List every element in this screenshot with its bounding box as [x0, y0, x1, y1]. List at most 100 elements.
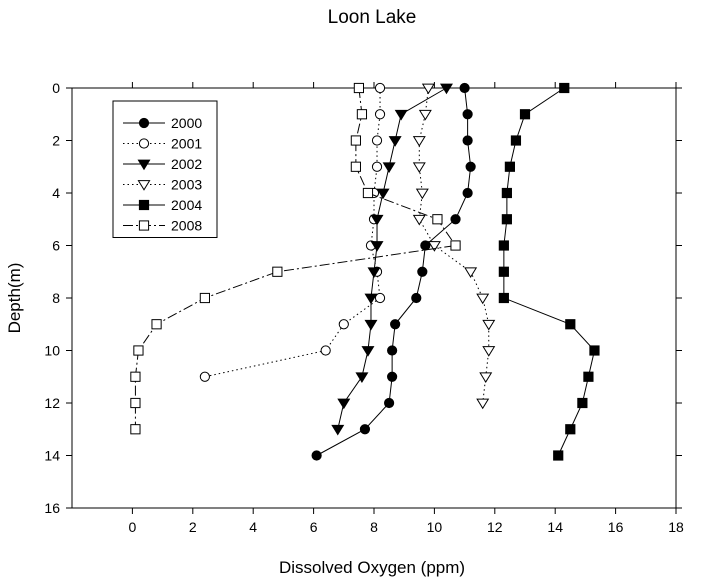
data-point-2008 [133, 345, 144, 356]
y-tick-label: 16 [44, 500, 60, 516]
y-tick-label: 6 [52, 238, 60, 254]
data-point-2008 [130, 397, 141, 409]
data-point-2008 [272, 266, 283, 277]
data-point-2003 [479, 372, 493, 384]
data-point-2003 [427, 241, 441, 252]
series-2003 [412, 83, 496, 410]
x-tick-label: 14 [547, 519, 563, 535]
data-point-2002 [376, 188, 390, 200]
x-tick-label: 8 [370, 519, 378, 535]
data-point-2008 [356, 109, 368, 120]
x-tick-label: 16 [608, 519, 624, 535]
data-point-2002 [382, 162, 396, 174]
data-point-2000 [450, 214, 461, 225]
data-point-2004 [498, 292, 509, 304]
data-point-2003 [421, 83, 435, 95]
x-tick-label: 18 [668, 519, 684, 535]
data-point-2004 [577, 397, 588, 409]
data-point-2003 [412, 136, 426, 147]
data-point-2000 [462, 135, 473, 146]
data-point-2000 [390, 319, 401, 330]
y-tick-label: 10 [44, 343, 60, 359]
data-point-2003 [415, 188, 429, 200]
data-point-2001 [374, 292, 386, 304]
data-point-2002 [337, 398, 351, 410]
series-line-2001 [204, 88, 381, 378]
data-point-2008 [353, 82, 364, 94]
data-point-2001 [371, 135, 383, 146]
data-point-2000 [359, 424, 371, 435]
data-point-2002 [355, 372, 369, 384]
data-point-2003 [482, 319, 496, 331]
data-point-2008 [130, 371, 141, 382]
data-point-2001 [374, 109, 386, 120]
data-point-2004 [519, 109, 531, 120]
y-tick-label: 2 [52, 133, 60, 149]
data-point-2000 [311, 450, 322, 461]
data-point-2001 [138, 138, 150, 149]
data-point-2004 [504, 161, 515, 172]
legend-box [112, 100, 218, 238]
axes: 0 2 4 6 8 10 12 14 16 18 0 2 4 6 8 10 12 14 16 [44, 80, 684, 535]
data-point-2002 [370, 214, 384, 226]
data-point-2004 [565, 424, 576, 435]
data-point-2008 [432, 214, 443, 225]
data-point-2003 [412, 162, 426, 174]
series-2001 [199, 82, 386, 382]
data-point-2001 [371, 161, 383, 172]
data-point-2003 [412, 214, 426, 226]
data-point-2002 [394, 109, 408, 121]
data-point-2002 [364, 293, 378, 305]
y-tick-label: 14 [44, 448, 60, 464]
data-point-2004 [501, 214, 512, 225]
legend-label: 2004 [171, 197, 202, 213]
x-tick-label: 12 [487, 519, 503, 535]
series-2004 [498, 82, 600, 461]
data-point-2000 [384, 397, 395, 409]
legend-label: 2002 [171, 156, 202, 172]
y-tick-label: 8 [52, 290, 60, 306]
data-point-2003 [476, 293, 490, 305]
data-point-2004 [553, 450, 564, 461]
x-axis-label: Dissolved Oxygen (ppm) [279, 558, 465, 577]
data-point-2002 [137, 159, 151, 171]
data-point-2003 [476, 398, 490, 410]
data-point-2008 [350, 161, 361, 172]
data-point-2002 [361, 346, 375, 357]
data-point-2002 [367, 267, 381, 279]
data-point-2000 [459, 82, 470, 94]
series-2002 [331, 83, 453, 436]
data-point-2000 [417, 266, 428, 277]
data-point-2008 [130, 424, 141, 435]
data-point-2001 [338, 319, 349, 330]
legend-label: 2001 [171, 136, 202, 152]
data-point-2002 [388, 136, 402, 147]
data-point-2004 [559, 82, 570, 94]
x-tick-label: 10 [427, 519, 443, 535]
data-point-2003 [482, 346, 496, 357]
legend-label: 2000 [171, 115, 202, 131]
x-tick-label: 2 [189, 519, 197, 535]
data-point-2002 [331, 424, 345, 436]
chart-title: Loon Lake [328, 7, 417, 28]
y-tick-label: 12 [44, 395, 60, 411]
data-point-2004 [498, 240, 509, 251]
data-point-2000 [462, 109, 473, 120]
data-point-2000 [420, 240, 431, 251]
x-tick-label: 0 [129, 519, 137, 535]
data-point-2002 [370, 241, 384, 252]
y-tick-label: 0 [52, 80, 60, 96]
data-point-2000 [411, 292, 422, 304]
data-point-2004 [498, 266, 509, 277]
data-point-2004 [510, 135, 522, 146]
x-tick-label: 6 [310, 519, 318, 535]
data-point-2000 [465, 161, 476, 172]
x-tick-label: 4 [249, 519, 257, 535]
data-point-2001 [320, 345, 331, 356]
data-point-2003 [464, 267, 478, 279]
y-tick-label: 4 [52, 185, 60, 201]
data-point-2000 [138, 117, 150, 129]
data-point-2008 [350, 135, 361, 146]
data-point-2000 [462, 187, 473, 199]
